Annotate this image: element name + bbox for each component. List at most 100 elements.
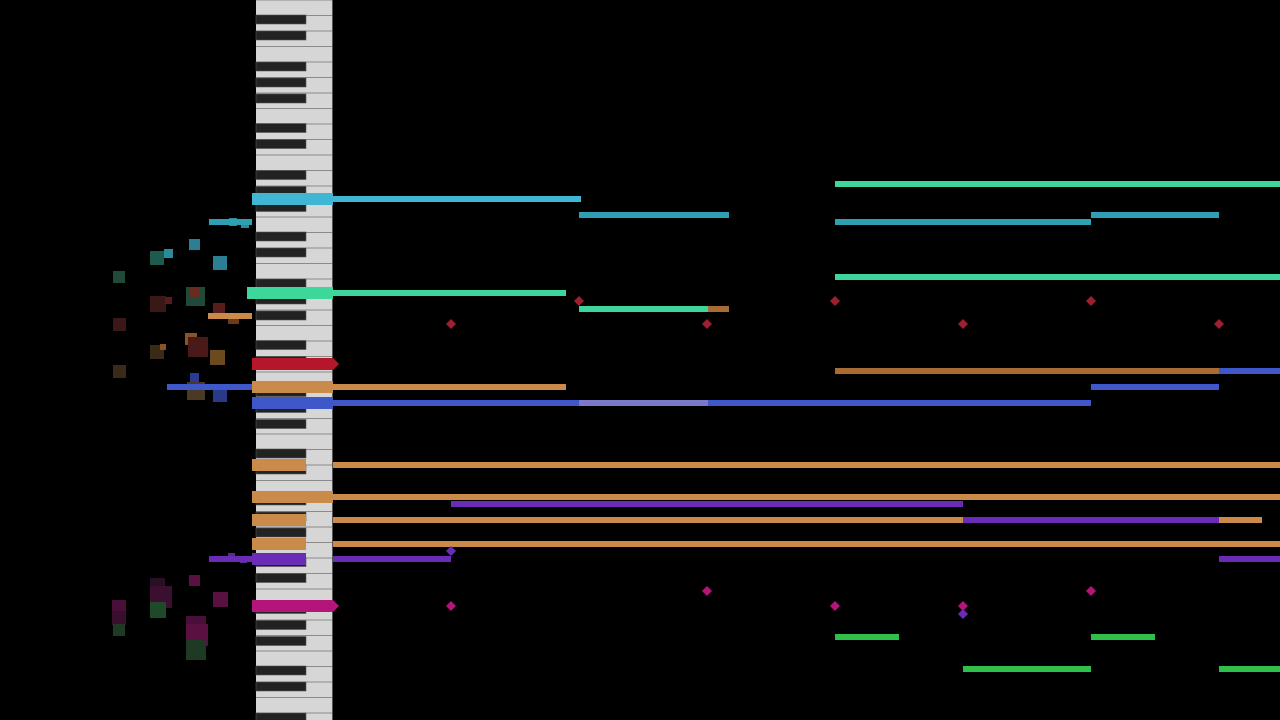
note-bar-orange [333, 494, 1280, 500]
particle-square [210, 350, 225, 365]
note-marker-diamond [446, 546, 456, 556]
black-key [255, 14, 307, 25]
note-bar-green [1091, 634, 1155, 640]
note-bar-lavender [579, 400, 708, 406]
particle-square [113, 624, 125, 636]
note-bar-orange [333, 517, 963, 523]
note-bar-green [835, 634, 899, 640]
particle-square [213, 256, 227, 270]
note-bar-purple [1219, 556, 1280, 562]
note-bar-purple [333, 556, 451, 562]
particle-square [213, 592, 228, 607]
note-bar-green [963, 666, 1091, 672]
note-bar-blue [708, 400, 1091, 406]
black-key [255, 30, 307, 41]
active-key-blue [252, 397, 333, 409]
active-key-orange [252, 491, 333, 503]
note-marker-diamond [958, 319, 968, 329]
note-bar-brown [835, 368, 1219, 374]
black-key [255, 231, 307, 242]
incoming-note-teal [209, 219, 252, 225]
particle-square [113, 271, 125, 283]
particle-square [150, 251, 164, 265]
note-bar-blue [1219, 368, 1280, 374]
note-bar-orange [333, 541, 1280, 547]
note-marker-diamond [830, 296, 840, 306]
particle-square [213, 388, 227, 402]
note-bars [333, 181, 1280, 672]
note-marker-diamond [1086, 296, 1096, 306]
note-marker-diamond [958, 601, 968, 611]
active-key-orange [252, 514, 306, 526]
black-key [255, 681, 307, 692]
black-key [255, 527, 307, 538]
black-key [255, 93, 307, 104]
particle-square [190, 288, 199, 297]
note-bar-mint [835, 274, 1280, 280]
black-key [255, 620, 307, 630]
note-marker-diamond [702, 319, 712, 329]
particle-square [186, 640, 206, 660]
particle-effects [112, 218, 249, 660]
black-key [255, 278, 307, 289]
active-key-orange [252, 538, 306, 550]
particle-square [150, 296, 166, 312]
note-bar-orange [333, 462, 1280, 468]
note-bar-teal [579, 212, 729, 218]
black-key [255, 419, 307, 429]
note-marker-diamond [1214, 319, 1224, 329]
active-key-highlights [167, 193, 339, 612]
particle-square [160, 344, 166, 350]
black-key [255, 636, 307, 646]
active-key-red [252, 358, 333, 370]
particle-square [190, 373, 199, 382]
black-key [255, 139, 307, 149]
black-key [255, 448, 307, 459]
note-bar-mint [579, 306, 708, 312]
particle-square [213, 303, 225, 315]
active-key-purple [252, 553, 306, 565]
note-bar-mint [333, 290, 566, 296]
note-bar-orange [1219, 517, 1262, 523]
note-marker-diamond [958, 609, 968, 619]
note-bar-teal [835, 219, 1091, 225]
particle-square [189, 239, 200, 250]
note-markers [446, 296, 1224, 619]
note-bar-green [1219, 666, 1280, 672]
active-key-mint [247, 287, 333, 299]
black-key [255, 170, 307, 180]
particle-square [165, 297, 172, 304]
active-key-orange [252, 381, 333, 393]
black-key [255, 123, 307, 133]
note-bar-blue [1091, 384, 1219, 390]
black-key [255, 247, 307, 258]
active-key-tip [333, 600, 339, 612]
particle-square [112, 600, 126, 614]
black-key [255, 77, 307, 88]
particle-square [113, 365, 126, 378]
note-marker-diamond [446, 319, 456, 329]
note-bar-purple [963, 517, 1219, 523]
active-key-tip [333, 358, 339, 370]
black-key [255, 310, 307, 321]
note-bar-teal [1091, 212, 1219, 218]
particle-square [150, 602, 166, 618]
particle-square [112, 611, 126, 625]
active-key-magenta [252, 600, 333, 612]
black-key [255, 340, 307, 350]
note-marker-diamond [702, 586, 712, 596]
note-marker-diamond [830, 601, 840, 611]
note-bar-brown [708, 306, 729, 312]
particle-square [188, 337, 208, 357]
note-bar-orange [333, 384, 566, 390]
black-key [255, 665, 307, 676]
black-key [255, 712, 307, 720]
note-bar-purple [451, 501, 963, 507]
incoming-note-orange [208, 313, 252, 319]
note-marker-diamond [1086, 586, 1096, 596]
particle-square [164, 249, 173, 258]
note-marker-diamond [446, 601, 456, 611]
note-bar-blue [333, 400, 579, 406]
particle-square [189, 575, 200, 586]
